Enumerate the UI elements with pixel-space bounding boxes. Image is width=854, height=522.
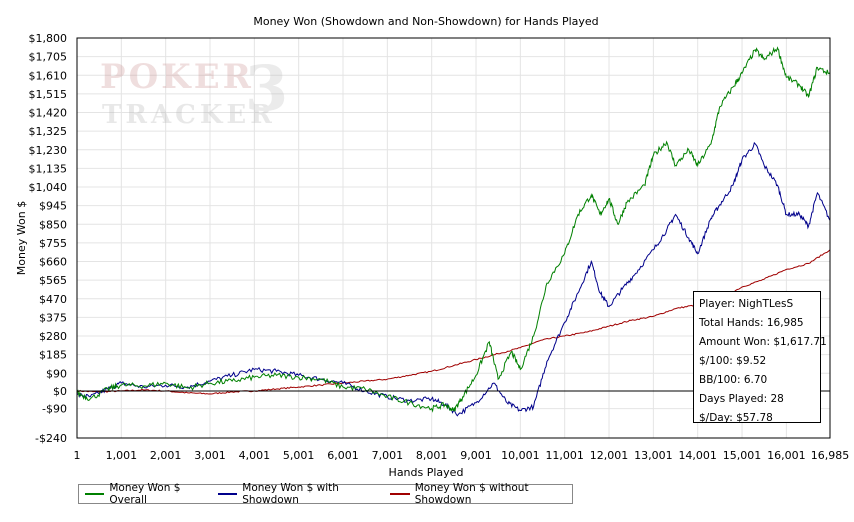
x-tick-label: 15,001 <box>723 449 762 462</box>
y-tick-label: $850 <box>39 218 67 231</box>
y-tick-label: $945 <box>39 200 67 213</box>
y-tick-label: $755 <box>39 237 67 250</box>
watermark-poker: POKER <box>100 57 254 97</box>
x-tick-label: 8,001 <box>416 449 448 462</box>
watermark-badge: 3 <box>245 52 288 125</box>
legend-label-showdown: Money Won $ with Showdown <box>242 482 339 506</box>
x-tick-label: 11,001 <box>545 449 584 462</box>
x-tick-label: 16,985 <box>811 449 850 462</box>
plot-border <box>76 37 831 439</box>
chart-title: Money Won (Showdown and Non-Showdown) fo… <box>253 15 598 28</box>
legend-swatch-showdown <box>217 493 238 495</box>
x-tick-label: 2,001 <box>150 449 182 462</box>
y-tick-label: $1,325 <box>29 125 68 138</box>
y-tick-label: $0 <box>53 385 67 398</box>
y-axis-ticks: $1,800 $1,705 $1,610 $1,515 $1,420 $1,325 $1,2… <box>29 32 68 445</box>
watermark-logo: POKER TRACKER 3 <box>100 52 288 130</box>
y-tick-label: $565 <box>39 274 67 287</box>
y-tick-label: $1,040 <box>29 181 68 194</box>
y-tick-label: $90 <box>46 367 67 380</box>
series-line-1 <box>76 141 831 417</box>
x-axis-label: Hands Played <box>389 466 464 479</box>
x-tick-label: 10,001 <box>501 449 540 462</box>
y-tick-label: $1,515 <box>29 88 68 101</box>
x-tick-label: 16,001 <box>767 449 806 462</box>
stat-amount-won: Amount Won: $1,617.71 <box>699 336 827 348</box>
legend-swatch-non-showdown <box>390 493 410 495</box>
y-tick-label: $1,705 <box>29 51 68 64</box>
y-tick-label: $1,135 <box>29 162 68 175</box>
x-tick-label: 14,001 <box>678 449 717 462</box>
stat-total-hands: Total Hands: 16,985 <box>699 317 804 329</box>
y-tick-label: -$90 <box>42 403 67 416</box>
series-line-0 <box>76 46 831 413</box>
stat-per-100: $/100: $9.52 <box>699 355 767 367</box>
legend-item-overall: Money Won $ Overall <box>85 482 208 506</box>
x-tick-label: 9,001 <box>460 449 492 462</box>
y-tick-label: $185 <box>39 349 67 362</box>
x-axis-ticks: 1 1,001 2,001 3,001 4,001 5,001 6,001 7,001 8,00… <box>74 449 850 462</box>
chart-legend: Money Won $ Overall Money Won $ with Sho… <box>78 482 573 506</box>
stat-bb-100: BB/100: 6.70 <box>699 374 768 386</box>
legend-label-non-showdown: Money Won $ without Showdown <box>414 482 529 506</box>
watermark-tracker: TRACKER <box>102 100 276 130</box>
y-tick-label: $470 <box>39 293 67 306</box>
y-tick-label: $660 <box>39 256 67 269</box>
player-stats-box: Player: NighTLesS Total Hands: 16,985 Am… <box>693 291 827 424</box>
stat-player: Player: NighTLesS <box>699 298 794 310</box>
x-tick-label: 3,001 <box>194 449 226 462</box>
y-tick-label: $1,610 <box>29 69 68 82</box>
x-tick-label: 13,001 <box>634 449 673 462</box>
y-tick-label: $280 <box>39 330 67 343</box>
legend-item-showdown: Money Won $ with Showdown <box>217 482 380 506</box>
x-tick-label: 1 <box>74 449 81 462</box>
y-tick-label: $1,230 <box>29 144 68 157</box>
y-tick-label: $375 <box>39 311 67 324</box>
y-tick-label: $1,800 <box>29 32 68 45</box>
y-tick-label: $1,420 <box>29 107 68 120</box>
x-tick-label: 6,001 <box>327 449 359 462</box>
stat-per-day: $/Day: $57.78 <box>699 412 773 424</box>
stat-days-played: Days Played: 28 <box>699 393 784 405</box>
legend-swatch-overall <box>85 493 105 495</box>
x-tick-label: 1,001 <box>106 449 138 462</box>
x-tick-label: 5,001 <box>283 449 315 462</box>
legend-label-overall: Money Won $ Overall <box>109 482 181 506</box>
legend-item-non-showdown: Money Won $ without Showdown <box>390 482 568 506</box>
x-tick-label: 7,001 <box>372 449 404 462</box>
x-tick-label: 12,001 <box>590 449 629 462</box>
x-tick-label: 4,001 <box>239 449 271 462</box>
y-tick-label: -$240 <box>35 432 67 445</box>
y-axis-label: Money Won $ <box>15 201 28 275</box>
